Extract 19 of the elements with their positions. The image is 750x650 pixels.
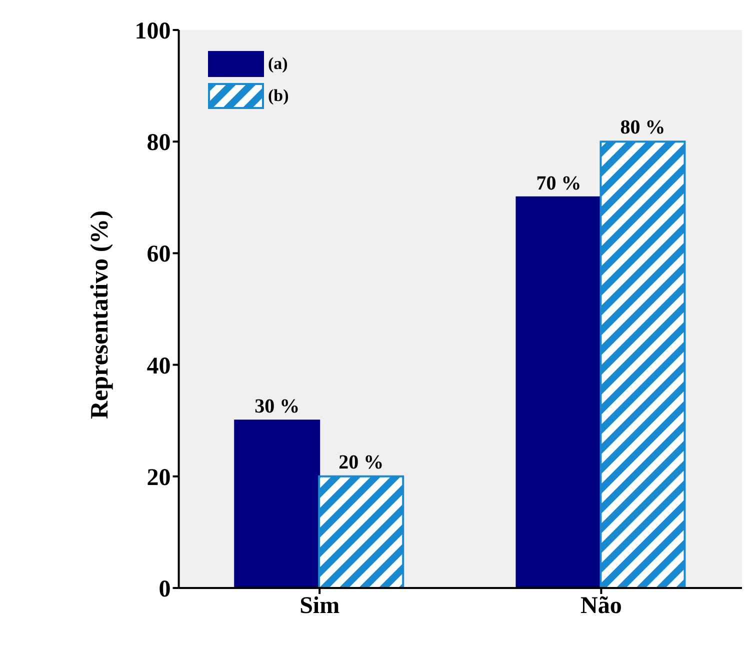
y-tick-label: 80: [146, 130, 171, 156]
x-tick-label: Não: [580, 593, 622, 620]
bar: [234, 420, 320, 588]
data-label: 30 %: [254, 396, 300, 418]
y-tick-label: 20: [146, 464, 171, 491]
legend-label: (b): [268, 86, 289, 106]
bar: [600, 140, 686, 588]
x-tick-label: Sim: [300, 593, 340, 620]
data-label: 80 %: [620, 116, 666, 139]
y-axis-title: Representativo (%): [86, 210, 114, 419]
y-tick-label: 40: [146, 353, 171, 380]
legend-label: (a): [268, 54, 288, 74]
bar: [318, 475, 404, 588]
y-tick-label: 60: [146, 242, 171, 268]
y-tick-label: 0: [158, 576, 171, 603]
data-label: 20 %: [338, 451, 384, 474]
y-tick-label: 100: [134, 18, 171, 45]
data-label: 70 %: [536, 172, 582, 194]
bar: [516, 196, 602, 588]
